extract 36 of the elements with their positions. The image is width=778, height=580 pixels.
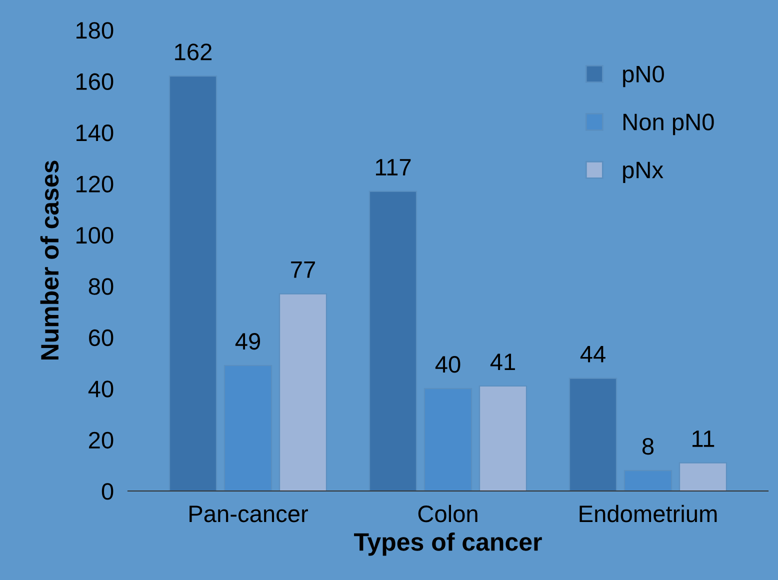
- bar: [678, 462, 728, 491]
- y-tick-label: 60: [89, 329, 114, 346]
- y-tick-label: 80: [88, 278, 114, 295]
- x-tick-label: Colon: [418, 504, 478, 522]
- x-tick-label: Endometrium: [580, 504, 717, 522]
- bar: [168, 76, 218, 491]
- y-tick-label: 140: [76, 124, 114, 142]
- data-label: 77: [291, 262, 315, 278]
- y-tick-label: 20: [89, 432, 114, 449]
- bar: [424, 388, 472, 491]
- legend-label: pN0: [623, 66, 664, 88]
- y-tick-label: 160: [76, 73, 114, 90]
- x-axis-title: Types of cancer: [354, 532, 542, 556]
- legend-label: pNx: [623, 162, 664, 184]
- data-label: 11: [692, 430, 714, 447]
- bar: [368, 190, 418, 491]
- y-tick-label: 0: [102, 483, 114, 500]
- bar: [478, 385, 528, 491]
- legend-label: Non pN0: [624, 114, 714, 136]
- y-tick-label: 100: [76, 226, 114, 244]
- bar: [568, 378, 618, 491]
- data-label: 40: [435, 356, 460, 373]
- y-axis-title: Number of cases: [40, 160, 59, 360]
- data-label: 162: [175, 44, 212, 60]
- data-label: 8: [642, 438, 654, 455]
- data-label: 49: [235, 333, 260, 350]
- x-tick-label: Pan-cancer: [190, 506, 308, 522]
- data-label: 117: [376, 159, 411, 176]
- y-tick-label: 180: [76, 22, 114, 39]
- bar: [624, 470, 672, 491]
- data-label: 41: [490, 354, 515, 370]
- data-label: 44: [580, 346, 606, 362]
- bar: [278, 293, 328, 491]
- y-tick-label: 120: [76, 176, 114, 192]
- bar: [224, 364, 272, 491]
- y-tick-label: 40: [88, 380, 114, 398]
